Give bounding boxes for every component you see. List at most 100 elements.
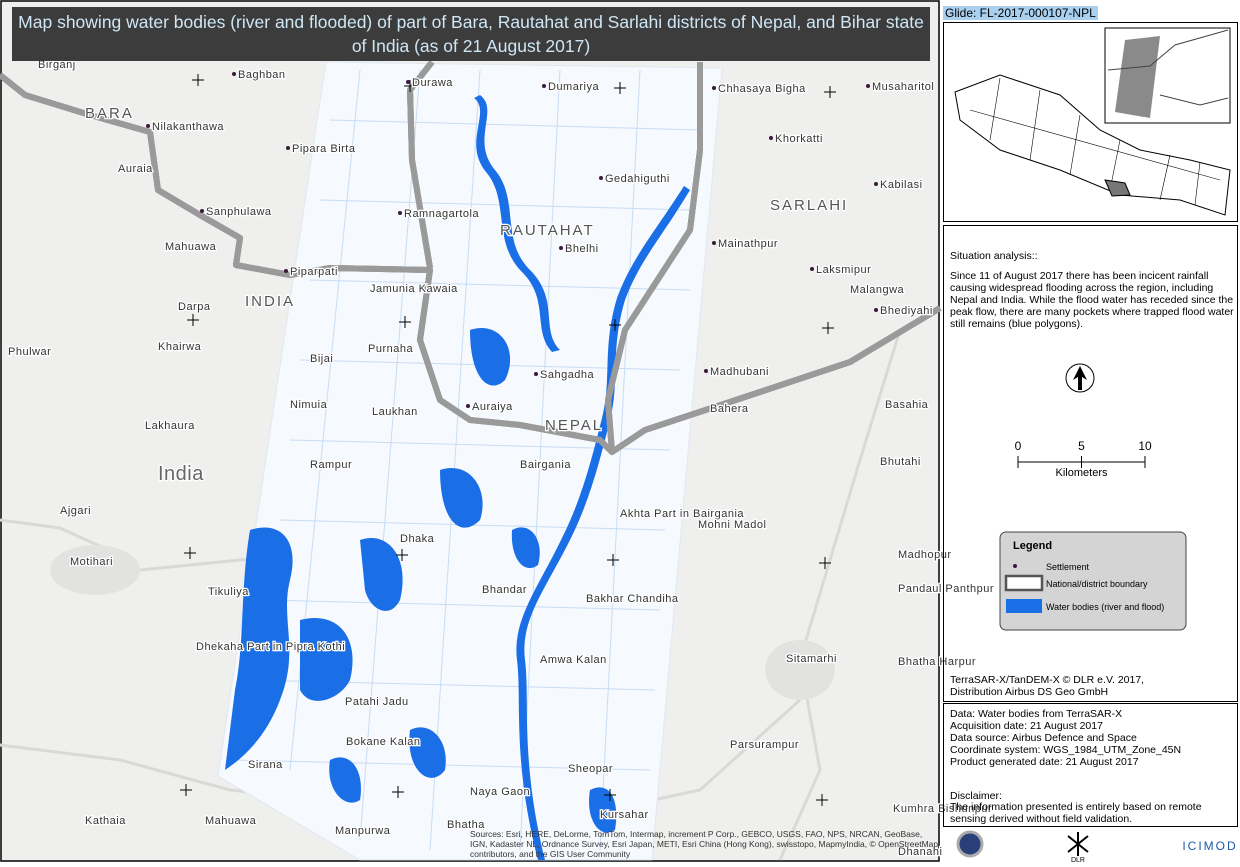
place-label: Gedahiguthi <box>605 173 670 185</box>
legend-item: National/district boundary <box>1046 579 1148 589</box>
place-label: Piparpati <box>290 266 338 278</box>
place-label: Manpurwa <box>335 825 391 837</box>
place-label: Kumhra Bishunpur <box>893 803 992 815</box>
data-line: Acquisition date: 21 August 2017 <box>950 720 1103 732</box>
logos: DLR ICIMOD <box>956 830 1236 864</box>
data-line: Data: Water bodies from TerraSAR-X <box>950 708 1123 720</box>
place-label: Kursahar <box>600 809 649 821</box>
place-label: Bhandar <box>482 584 527 596</box>
settlement-dot <box>769 136 773 140</box>
settlement-dot <box>704 369 708 373</box>
place-label: Bakhar Chandiha <box>586 593 679 605</box>
logo-emblem <box>956 830 984 858</box>
glide-number: Glide: FL-2017-000107-NPL <box>943 6 1098 20</box>
place-label: Amwa Kalan <box>540 654 607 666</box>
place-label: Mahuawa <box>165 241 217 253</box>
graticule-cross <box>604 789 616 801</box>
scale-label: 0 <box>1015 439 1022 453</box>
urban-areas <box>50 545 835 700</box>
graticule-cross <box>180 784 192 796</box>
place-label: NEPAL <box>545 417 603 434</box>
settlement-dot <box>286 146 290 150</box>
place-label: Nimuia <box>290 399 328 411</box>
place-label: Dumariya <box>548 81 599 93</box>
place-label: Pipara Birta <box>292 143 356 155</box>
settlement-dot <box>200 209 204 213</box>
settlement-dot <box>874 182 878 186</box>
boundary <box>0 62 940 455</box>
legend-title: Legend <box>1013 540 1053 552</box>
inset-map <box>954 27 1231 216</box>
data-line: Product generated date: 21 August 2017 <box>950 756 1139 768</box>
place-label: Dhanahi <box>898 846 942 858</box>
situation-text: Since 11 of August 2017 there has been i… <box>950 270 1234 330</box>
place-label: Bhatha <box>447 819 485 831</box>
settlement-dot <box>466 404 470 408</box>
place-label: Bahera <box>710 403 749 415</box>
settlement-dot <box>559 246 563 250</box>
graticule-cross <box>822 322 834 334</box>
data-info: Data: Water bodies from TerraSAR-X Acquis… <box>950 708 1181 768</box>
settlement-dot <box>866 84 870 88</box>
data-line: Data source: Airbus Defence and Space <box>950 732 1137 744</box>
settlement-dot <box>712 86 716 90</box>
place-label: Sitamarhi <box>786 653 837 665</box>
place-label: Bokane Kalan <box>346 736 421 748</box>
place-label: Madhubani <box>710 366 769 378</box>
settlement-dot <box>398 211 402 215</box>
place-label: Mainathpur <box>718 238 778 250</box>
graticule-cross <box>392 786 404 798</box>
graticule-cross <box>399 316 411 328</box>
situation-frame <box>943 225 1238 702</box>
logo-emblem <box>1067 832 1089 856</box>
place-label: Parsurampur <box>730 739 799 751</box>
place-label: Chhasaya Bigha <box>718 83 806 95</box>
place-label: Laksmipur <box>816 264 871 276</box>
north-arrow <box>1065 363 1095 393</box>
place-label: Motihari <box>70 556 113 568</box>
place-label: Dhaka <box>400 533 435 545</box>
settlement-dot <box>712 241 716 245</box>
place-label: Mohni Madol <box>698 519 766 531</box>
credit-line: Distribution Airbus DS Geo GmbH <box>950 686 1109 698</box>
place-label: Bairgania <box>520 459 571 471</box>
legend-item: Water bodies (river and flood) <box>1046 602 1165 612</box>
place-label: Baghban <box>238 69 286 81</box>
place-label: Basahia <box>885 399 929 411</box>
place-label: Akhta Part in Bairgania <box>620 508 744 520</box>
graticule-cross <box>816 794 828 806</box>
graticule-cross <box>819 557 831 569</box>
logo-text: DLR <box>1071 857 1085 864</box>
place-label: Ramnagartola <box>404 208 479 220</box>
place-label: Phulwar <box>8 346 51 358</box>
place-label: Bijai <box>310 353 333 365</box>
settlement-dot <box>599 176 603 180</box>
place-label: Rampur <box>310 459 352 471</box>
place-label: Bhutahi <box>880 456 921 468</box>
graticule-cross <box>187 314 199 326</box>
place-label: Khorkatti <box>775 133 823 145</box>
settlement-dot <box>810 267 814 271</box>
data-line: Coordinate system: WGS_1984_UTM_Zone_45N <box>950 744 1182 756</box>
settlement-dot <box>284 269 288 273</box>
place-label: Purnaha <box>368 343 413 355</box>
place-label: Birganj <box>38 59 76 71</box>
scale-bar: 0 5 10 Kilometers <box>1015 439 1152 479</box>
place-label: Madhopur <box>898 549 952 561</box>
settlement-dot <box>146 124 150 128</box>
place-label: Dhekaha Part in Pipra Kothi <box>196 641 345 653</box>
place-label: Kathaia <box>85 815 126 827</box>
place-label: Kabilasi <box>880 179 923 191</box>
scale-label: 5 <box>1078 439 1085 453</box>
legend-item: Settlement <box>1046 562 1090 572</box>
place-label: Ajgari <box>60 505 91 517</box>
place-label: BARA <box>85 105 134 122</box>
attribution: Sources: Esri, HERE, DeLorme, TomTom, In… <box>470 829 939 859</box>
graticule-cross <box>614 82 626 94</box>
graticule-cross <box>607 554 619 566</box>
credit-line: TerraSAR-X/TanDEM-X © DLR e.V. 2017, <box>950 674 1145 686</box>
place-label: Patahi Jadu <box>345 696 409 708</box>
place-label: Jamunia Kawaia <box>370 283 458 295</box>
